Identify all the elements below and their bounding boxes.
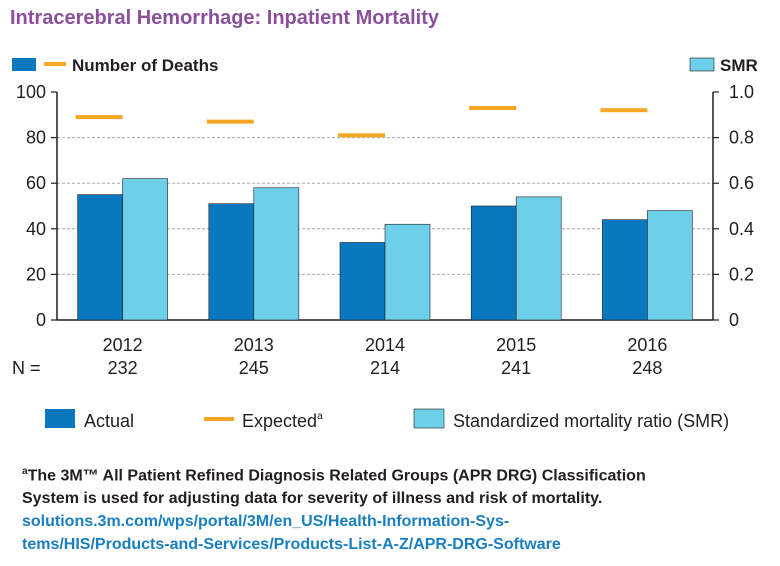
left-tick-label: 80 xyxy=(26,128,46,148)
bar-actual xyxy=(77,194,123,321)
top-legend-smr-swatch xyxy=(689,57,715,72)
left-tick-label: 20 xyxy=(26,264,46,284)
right-tick-label: 1.0 xyxy=(729,82,754,102)
expected-dash xyxy=(469,105,517,110)
expected-dash xyxy=(206,119,254,124)
bar-actual xyxy=(208,203,255,321)
chart-title: Intracerebral Hemorrhage: Inpatient Mort… xyxy=(10,7,439,29)
bar-smr xyxy=(647,210,693,321)
n-value-label: 241 xyxy=(501,358,531,378)
expected-dash xyxy=(75,115,123,120)
legend-actual-swatch xyxy=(45,409,75,428)
left-tick-label: 60 xyxy=(26,173,46,193)
right-tick-label: 0.6 xyxy=(729,173,754,193)
legend-smr-label: Standardized mortality ratio (SMR) xyxy=(453,411,729,431)
bar-smr xyxy=(253,187,300,321)
footnote-marker: a xyxy=(22,466,28,477)
left-tick-label: 40 xyxy=(26,219,46,239)
footnote-link-1[interactable]: solutions.3m.com/wps/portal/3M/en_US/Hea… xyxy=(22,513,510,531)
top-legend-expected-swatch xyxy=(44,62,66,66)
n-value-label: 245 xyxy=(239,358,269,378)
legend-expected-label: Expecteda xyxy=(242,411,323,431)
left-tick-label: 100 xyxy=(16,82,46,102)
right-axis-title: SMR xyxy=(720,56,758,75)
bar-smr xyxy=(384,223,431,321)
bar-actual xyxy=(602,219,648,321)
right-tick-label: 0.2 xyxy=(729,264,754,284)
legend-actual-label: Actual xyxy=(84,411,134,431)
left-tick-label: 0 xyxy=(36,310,46,330)
right-tick-label: 0.8 xyxy=(729,128,754,148)
legend-expected-swatch xyxy=(204,417,234,421)
n-label: N = xyxy=(12,358,41,378)
right-tick-label: 0.4 xyxy=(729,219,754,239)
footnote-line-1: aThe 3M™ All Patient Refined Diagnosis R… xyxy=(22,460,646,487)
bar-actual xyxy=(470,205,517,321)
footnote-text-1: The 3M™ All Patient Refined Diagnosis Re… xyxy=(27,467,646,485)
category-label: 2014 xyxy=(365,335,405,355)
footnote: aThe 3M™ All Patient Refined Diagnosis R… xyxy=(22,460,646,556)
footnote-link-2[interactable]: tems/HIS/Products-and-Services/Products-… xyxy=(22,536,561,554)
n-value-label: 214 xyxy=(370,358,400,378)
bar-smr xyxy=(122,178,168,321)
bar-layer xyxy=(75,105,693,321)
category-label: 2015 xyxy=(496,335,536,355)
legend-smr-swatch xyxy=(413,408,445,429)
footnote-text-2: System is used for adjusting data for se… xyxy=(22,490,603,508)
expected-dash xyxy=(338,133,385,138)
label-layer: 0 0 20 0.2 40 0.4 60 0.6 80 0.8 100 1.0 2012 232 2013 2… xyxy=(12,82,754,378)
expected-dash xyxy=(600,108,648,113)
category-label: 2013 xyxy=(234,335,274,355)
category-label: 2012 xyxy=(103,335,143,355)
category-label: 2016 xyxy=(627,335,667,355)
n-value-label: 232 xyxy=(108,358,138,378)
top-legend-actual-swatch xyxy=(12,58,36,71)
bar-smr xyxy=(515,196,562,321)
left-axis-title: Number of Deaths xyxy=(72,56,218,75)
n-value-label: 248 xyxy=(632,358,662,378)
chart-svg: 0 0 20 0.2 40 0.4 60 0.6 80 0.8 100 1.0 2012 232 2013 2… xyxy=(12,56,758,431)
right-tick-label: 0 xyxy=(729,310,739,330)
bar-actual xyxy=(339,242,386,321)
